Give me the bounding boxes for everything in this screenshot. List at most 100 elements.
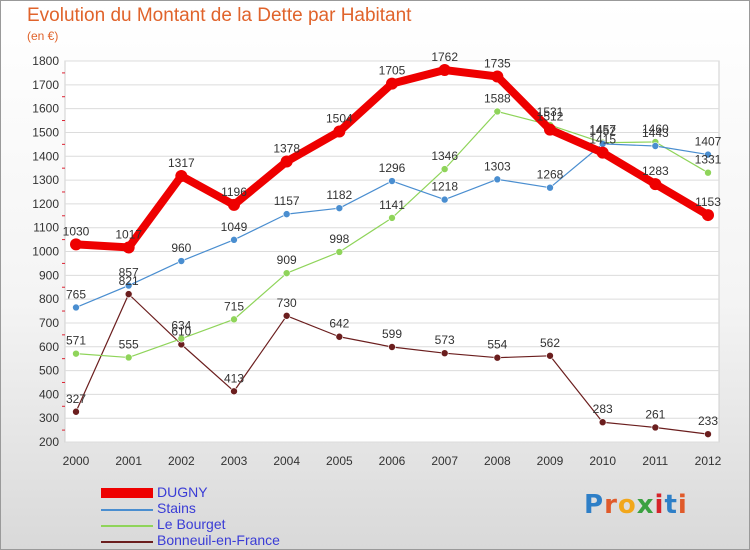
y-tick-label: 500 <box>39 364 59 378</box>
data-point <box>335 332 344 341</box>
data-point <box>440 165 449 173</box>
data-label: 765 <box>66 287 86 301</box>
data-label: 1049 <box>221 220 248 234</box>
y-tick-label: 300 <box>39 411 59 425</box>
data-point <box>282 210 291 218</box>
data-point <box>230 236 238 244</box>
data-point <box>704 150 712 159</box>
data-label: 261 <box>645 407 665 421</box>
data-label: 1504 <box>326 111 353 125</box>
data-label: 573 <box>435 333 455 347</box>
logo-letter: P <box>584 490 605 520</box>
y-tick-label: 1400 <box>32 149 59 163</box>
y-tick-label: 1100 <box>33 221 59 235</box>
y-tick-label: 1300 <box>32 173 59 187</box>
x-tick-label: 2008 <box>484 454 511 468</box>
data-label: 1531 <box>537 105 564 119</box>
legend-swatch-dugny <box>101 488 153 498</box>
data-label: 1512 <box>537 110 564 124</box>
data-point <box>493 353 502 362</box>
x-tick-label: 2000 <box>63 454 90 468</box>
data-label: 1182 <box>326 188 352 202</box>
logo-letter: i <box>654 490 665 520</box>
data-point <box>72 303 80 312</box>
data-label: 1017 <box>115 227 142 241</box>
data-point <box>175 170 188 183</box>
data-label: 1457 <box>589 123 616 137</box>
chart-subtitle: (en €) <box>27 29 59 43</box>
legend-label-bonneuil: Bonneuil-en-France <box>157 532 280 548</box>
y-tick-label: 1000 <box>32 245 59 259</box>
data-point <box>282 269 291 277</box>
data-point <box>546 351 554 360</box>
y-tick-label: 1500 <box>32 125 59 139</box>
data-point <box>70 238 82 251</box>
data-label: 1762 <box>431 50 458 64</box>
legend-label-stains: Stains <box>157 500 196 516</box>
x-tick-label: 2005 <box>326 454 353 468</box>
data-label: 1141 <box>379 198 405 212</box>
data-label: 555 <box>119 337 139 351</box>
y-tick-label: 400 <box>39 387 59 401</box>
data-point <box>544 123 556 136</box>
data-point <box>228 198 240 211</box>
chart-title: Evolution du Montant de la Dette par Hab… <box>27 5 412 26</box>
data-label: 960 <box>171 241 191 255</box>
y-tick-label: 600 <box>39 340 59 354</box>
data-point <box>388 214 396 222</box>
data-label: 909 <box>277 253 297 267</box>
legend-label-dugny: DUGNY <box>157 484 208 500</box>
data-point <box>491 70 504 83</box>
y-tick-label: 1600 <box>32 102 59 116</box>
data-label: 1705 <box>379 64 406 78</box>
data-label: 327 <box>66 392 86 406</box>
legend-swatch-stains <box>101 509 153 511</box>
data-point <box>335 204 344 212</box>
logo-letter: x <box>636 490 655 520</box>
logo-letter: i <box>677 490 688 520</box>
x-tick-label: 2010 <box>589 454 616 468</box>
legend-label-le-bourget: Le Bourget <box>157 516 226 532</box>
data-label: 571 <box>66 334 86 348</box>
data-label: 554 <box>487 338 507 352</box>
data-point <box>649 178 662 191</box>
data-point <box>546 183 554 192</box>
proxiti-logo: Proxiti <box>584 490 688 520</box>
data-point <box>438 64 451 77</box>
x-tick-label: 2012 <box>695 454 722 468</box>
data-label: 730 <box>277 296 297 310</box>
data-point <box>124 353 133 362</box>
data-point <box>72 349 80 358</box>
data-label: 1735 <box>484 56 511 70</box>
data-label: 1460 <box>642 122 669 136</box>
data-point <box>124 281 133 290</box>
x-tick-label: 2006 <box>379 454 406 468</box>
data-label: 1331 <box>695 153 722 167</box>
data-label: 610 <box>171 324 191 338</box>
data-point <box>493 175 502 184</box>
x-tick-label: 2011 <box>642 454 668 468</box>
data-point <box>388 177 396 185</box>
data-point <box>596 146 609 159</box>
data-label: 233 <box>698 414 718 428</box>
x-tick-label: 2004 <box>273 454 300 468</box>
data-point <box>651 142 660 150</box>
data-point <box>651 423 660 432</box>
data-point <box>124 290 133 298</box>
x-tick-label: 2009 <box>537 454 564 468</box>
data-label: 998 <box>329 232 349 246</box>
y-tick-label: 700 <box>39 316 59 330</box>
data-label: 1296 <box>379 161 406 175</box>
data-label: 1283 <box>642 164 669 178</box>
data-label: 599 <box>382 327 402 341</box>
data-label: 1030 <box>63 224 90 238</box>
data-point <box>72 407 80 416</box>
legend-swatch-bonneuil <box>101 541 153 543</box>
x-tick-label: 2007 <box>431 454 458 468</box>
data-label: 1588 <box>484 91 511 105</box>
data-label: 642 <box>329 317 349 331</box>
data-label: 1407 <box>695 135 722 149</box>
data-label: 1153 <box>695 195 721 209</box>
data-point <box>335 248 344 256</box>
